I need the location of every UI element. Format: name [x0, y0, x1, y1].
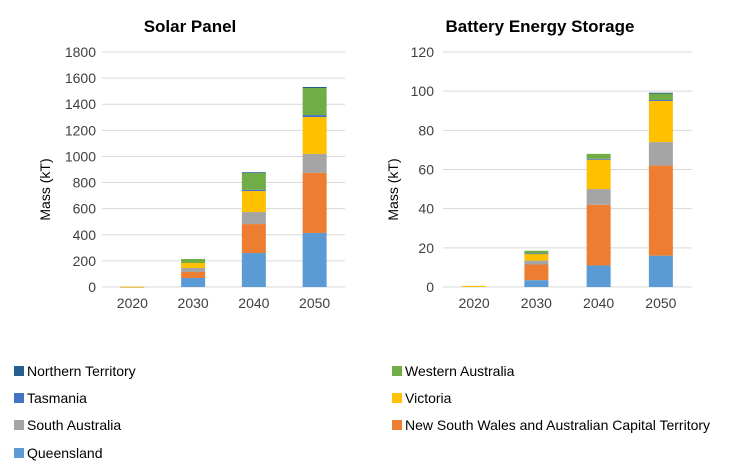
solar-bar-segment-victoria: [241, 191, 266, 213]
solar-chart-title: Solar Panel: [144, 17, 237, 36]
battery-y-tick-label: 120: [411, 44, 435, 60]
legend-label: South Australia: [27, 417, 122, 433]
solar-bar-segment-new-south-wales-and-australian-capital-territory: [302, 172, 327, 233]
solar-bar-segment-tasmania: [302, 115, 327, 118]
battery-bar-segment-tasmania: [648, 99, 673, 101]
legend-item: Northern Territory: [14, 363, 136, 379]
legend-swatch: [14, 420, 24, 430]
legend-swatch: [14, 393, 24, 403]
battery-bar-segment-victoria: [462, 285, 487, 287]
battery-bar-segment-queensland: [524, 280, 549, 287]
solar-bar-segment-south-australia: [181, 267, 206, 272]
legend-swatch: [14, 448, 24, 458]
legend-item: Tasmania: [14, 390, 87, 406]
legend-label: Queensland: [27, 445, 103, 461]
legend-label: Western Australia: [405, 363, 515, 379]
battery-bar-segment-queensland: [648, 255, 673, 287]
solar-bar-segment-queensland: [302, 232, 327, 287]
solar-bar-segment-northern-territory: [302, 86, 327, 89]
solar-bar-segment-new-south-wales-and-australian-capital-territory: [241, 224, 266, 254]
battery-y-tick-label: 40: [418, 201, 434, 217]
solar-y-tick-label: 600: [73, 201, 97, 217]
battery-bar-segment-northern-territory: [648, 92, 673, 94]
legend-item: Victoria: [392, 390, 451, 406]
legend-swatch: [14, 366, 24, 376]
battery-x-tick-label: 2020: [459, 295, 490, 311]
solar-y-tick-label: 1000: [65, 148, 96, 164]
solar-bar-segment-tasmania: [241, 189, 266, 192]
battery-y-tick-label: 60: [418, 162, 434, 178]
battery-y-axis-label: Mass (kT): [385, 158, 401, 220]
solar-bar-segment-western-australia: [241, 172, 266, 190]
solar-bar-segment-south-australia: [241, 212, 266, 225]
solar-y-tick-label: 1400: [65, 96, 96, 112]
battery-y-tick-label: 0: [426, 279, 434, 295]
battery-bar-segment-tasmania: [586, 158, 611, 160]
solar-y-tick-label: 400: [73, 227, 97, 243]
legend-swatch: [392, 366, 402, 376]
battery-bar-segment-tasmania: [524, 253, 549, 255]
solar-x-tick-label: 2020: [117, 295, 148, 311]
solar-y-tick-label: 0: [88, 279, 96, 295]
solar-bar-segment-victoria: [302, 117, 327, 154]
solar-y-axis-label: Mass (kT): [37, 158, 53, 220]
battery-bar-segment-new-south-wales-and-australian-capital-territory: [524, 264, 549, 281]
legend-swatch: [392, 420, 402, 430]
solar-bar-segment-south-australia: [302, 153, 327, 173]
solar-y-tick-label: 1600: [65, 70, 96, 86]
solar-bar-segment-western-australia: [302, 88, 327, 116]
battery-chart-title: Battery Energy Storage: [446, 17, 635, 36]
solar-y-tick-label: 200: [73, 253, 97, 269]
legend-item: South Australia: [14, 417, 121, 433]
legend-item: Western Australia: [392, 363, 514, 379]
battery-y-tick-label: 100: [411, 83, 435, 99]
solar-bar-segment-northern-territory: [241, 172, 266, 174]
battery-bar-segment-queensland: [586, 265, 611, 287]
solar-x-tick-label: 2030: [178, 295, 209, 311]
battery-y-tick-label: 20: [418, 240, 434, 256]
battery-x-tick-label: 2030: [521, 295, 552, 311]
legend-label: Northern Territory: [27, 363, 136, 379]
battery-y-tick-label: 80: [418, 122, 434, 138]
solar-x-tick-label: 2050: [299, 295, 330, 311]
solar-bar-segment-victoria: [120, 286, 145, 288]
legend-label: Tasmania: [27, 390, 87, 406]
solar-bar-segment-queensland: [241, 253, 266, 287]
battery-bar-segment-new-south-wales-and-australian-capital-territory: [586, 204, 611, 266]
battery-bar-segment-new-south-wales-and-australian-capital-territory: [648, 165, 673, 256]
legend-item: Queensland: [14, 445, 103, 461]
solar-y-tick-label: 1200: [65, 122, 96, 138]
battery-bar-segment-victoria: [524, 253, 549, 261]
battery-bar-segment-south-australia: [648, 142, 673, 166]
battery-bar-segment-south-australia: [586, 189, 611, 205]
solar-bar-segment-western-australia: [181, 258, 206, 263]
solar-y-tick-label: 800: [73, 175, 97, 191]
legend-label: New South Wales and Australian Capital T…: [405, 417, 711, 433]
battery-bar-segment-south-australia: [524, 260, 549, 265]
solar-x-tick-label: 2040: [238, 295, 269, 311]
solar-bar-segment-queensland: [181, 277, 206, 287]
battery-bar-segment-victoria: [586, 159, 611, 190]
legend-label: Victoria: [405, 390, 452, 406]
solar-y-tick-label: 1800: [65, 44, 96, 60]
legend-item: New South Wales and Australian Capital T…: [392, 417, 710, 433]
battery-x-tick-label: 2040: [583, 295, 614, 311]
solar-bar-segment-new-south-wales-and-australian-capital-territory: [181, 271, 206, 278]
solar-bar-segment-victoria: [181, 262, 206, 268]
legend-swatch: [392, 393, 402, 403]
battery-bar-segment-victoria: [648, 100, 673, 143]
battery-x-tick-label: 2050: [645, 295, 676, 311]
battery-bar-segment-western-australia: [648, 93, 673, 100]
battery-bar-segment-western-australia: [524, 250, 549, 254]
battery-bar-segment-western-australia: [586, 153, 611, 159]
